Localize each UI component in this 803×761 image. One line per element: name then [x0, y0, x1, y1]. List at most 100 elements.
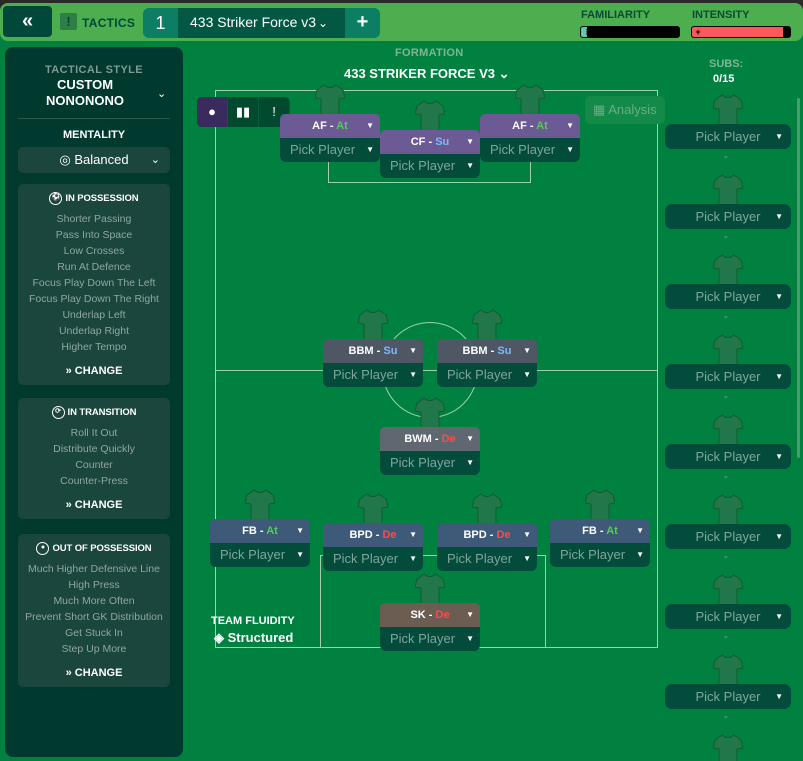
tactic-name-dropdown[interactable]: 433 Striker Force v3	[178, 8, 345, 38]
sub-shirt-icon	[712, 174, 744, 209]
role-selector[interactable]: CF - Su ▼	[380, 130, 480, 154]
sub-pick-player-dropdown[interactable]: Pick Player ▼	[665, 284, 791, 309]
change-button[interactable]: » CHANGE	[65, 499, 123, 511]
dropdown-arrow-icon: ▼	[409, 346, 417, 355]
pick-player-dropdown[interactable]: Pick Player ▼	[280, 138, 380, 162]
dropdown-arrow-icon: ▼	[775, 132, 783, 141]
double-chevron-right-icon: »	[65, 365, 75, 377]
sub-pick-player-dropdown[interactable]: Pick Player ▼	[665, 684, 791, 709]
sub-pick-player-dropdown[interactable]: Pick Player ▼	[665, 524, 791, 549]
role-selector[interactable]: BBM - Su ▼	[323, 339, 423, 363]
instruction-item: Get Stuck In	[65, 627, 123, 639]
position-card: BBM - Su ▼ Pick Player ▼	[323, 339, 423, 387]
intensity-label: INTENSITY	[692, 9, 750, 21]
position-card: AF - At ▼ Pick Player ▼	[480, 114, 580, 162]
back-button[interactable]: «	[3, 6, 52, 37]
instruction-item: Higher Tempo	[61, 341, 127, 353]
instruction-item: Focus Play Down The Right	[29, 293, 159, 305]
sub-pick-player-dropdown[interactable]: Pick Player ▼	[665, 444, 791, 469]
pick-player-dropdown[interactable]: Pick Player ▼	[550, 543, 650, 567]
instruction-item: Prevent Short GK Distribution	[25, 611, 163, 623]
scrollbar[interactable]	[797, 98, 800, 458]
section-title: TACTICS	[82, 16, 136, 30]
mentality-dropdown[interactable]: ◎ Balanced ⌄	[18, 147, 170, 173]
intensity-bar[interactable]: +	[691, 26, 791, 38]
dropdown-arrow-icon: ▼	[466, 458, 474, 467]
position-card: AF - At ▼ Pick Player ▼	[280, 114, 380, 162]
tactic-slot[interactable]: 1	[155, 13, 166, 33]
role-selector[interactable]: BPD - De ▼	[323, 523, 423, 547]
formation-dropdown[interactable]: 433 STRIKER FORCE V3 ⌄	[344, 66, 510, 82]
role-selector[interactable]: BBM - Su ▼	[437, 339, 537, 363]
dropdown-arrow-icon: ▼	[409, 370, 417, 379]
mentality-value: Balanced	[74, 152, 129, 167]
pick-player-dropdown[interactable]: Pick Player ▼	[480, 138, 580, 162]
change-button[interactable]: » CHANGE	[65, 667, 123, 679]
player-shirt-icon	[471, 309, 503, 344]
sub-pick-player-dropdown[interactable]: Pick Player ▼	[665, 364, 791, 389]
sub-empty-marker: -	[724, 151, 728, 163]
section-heading: ● OUT OF POSSESSION	[18, 542, 170, 555]
add-tactic-button[interactable]: +	[356, 11, 369, 33]
player-shirt-icon	[471, 493, 503, 528]
player-shirt-icon	[244, 489, 276, 524]
chevron-down-icon[interactable]: ⌄	[157, 88, 167, 100]
tactics-icon: !	[60, 13, 77, 30]
sub-empty-marker: -	[724, 391, 728, 403]
dropdown-arrow-icon: ▼	[775, 532, 783, 541]
player-shirt-icon	[514, 84, 546, 119]
tactics-view-button[interactable]: !	[259, 97, 290, 127]
role-selector[interactable]: BWM - De ▼	[380, 427, 480, 451]
stats-view-button[interactable]: ▮▮	[228, 97, 259, 127]
instruction-item: Underlap Left	[62, 309, 126, 321]
dropdown-arrow-icon: ▼	[466, 434, 474, 443]
dropdown-arrow-icon: ▼	[636, 550, 644, 559]
dropdown-arrow-icon: ▼	[523, 530, 531, 539]
sub-pick-player-dropdown[interactable]: Pick Player ▼	[665, 124, 791, 149]
pick-player-dropdown[interactable]: Pick Player ▼	[380, 154, 480, 178]
sub-pick-player-dropdown[interactable]: Pick Player ▼	[665, 204, 791, 229]
player-view-button[interactable]: ●	[197, 97, 228, 127]
pick-player-dropdown[interactable]: Pick Player ▼	[380, 627, 480, 651]
role-selector[interactable]: FB - At ▼	[550, 519, 650, 543]
change-button[interactable]: » CHANGE	[65, 365, 123, 377]
sub-pick-player-dropdown[interactable]: Pick Player ▼	[665, 604, 791, 629]
sub-shirt-icon	[712, 254, 744, 289]
position-card: BPD - De ▼ Pick Player ▼	[437, 523, 537, 571]
player-shirt-icon	[584, 489, 616, 524]
familiarity-label: FAMILIARITY	[581, 9, 651, 21]
familiarity-bar[interactable]: ⁝	[580, 26, 680, 38]
analysis-button[interactable]: ▦ Analysis	[585, 96, 665, 124]
dropdown-arrow-icon: ▼	[775, 452, 783, 461]
position-card: FB - At ▼ Pick Player ▼	[210, 519, 310, 567]
sub-shirt-icon	[712, 334, 744, 369]
sub-empty-marker: -	[724, 551, 728, 563]
player-shirt-icon	[314, 84, 346, 119]
tactic-selector[interactable]: 1 433 Striker Force v3 ⌄ +	[143, 8, 380, 38]
mentality-label: MENTALITY	[62, 129, 126, 141]
pick-player-dropdown[interactable]: Pick Player ▼	[323, 363, 423, 387]
pick-player-dropdown[interactable]: Pick Player ▼	[437, 363, 537, 387]
role-selector[interactable]: BPD - De ▼	[437, 523, 537, 547]
pick-player-dropdown[interactable]: Pick Player ▼	[210, 543, 310, 567]
role-selector[interactable]: AF - At ▼	[280, 114, 380, 138]
tactics-screen: « ! TACTICS 1 433 Striker Force v3 ⌄ + F…	[0, 3, 803, 761]
role-selector[interactable]: AF - At ▼	[480, 114, 580, 138]
role-selector[interactable]: FB - At ▼	[210, 519, 310, 543]
role-selector[interactable]: SK - De ▼	[380, 603, 480, 627]
section-icon: ⟳	[51, 406, 65, 419]
dropdown-arrow-icon: ▼	[775, 612, 783, 621]
dropdown-arrow-icon: ▼	[636, 526, 644, 535]
view-toggle: ● ▮▮ !	[197, 97, 290, 127]
pick-player-dropdown[interactable]: Pick Player ▼	[380, 451, 480, 475]
dropdown-arrow-icon: ▼	[296, 550, 304, 559]
pick-player-dropdown[interactable]: Pick Player ▼	[323, 547, 423, 571]
familiarity-icon: ⁝	[585, 27, 589, 37]
tactical-style-dropdown[interactable]: CUSTOM NONONONO	[46, 77, 124, 108]
tactical-sidebar: TACTICAL STYLE CUSTOM NONONONO ⌄ MENTALI…	[5, 47, 183, 757]
team-fluidity-value: ◈ Structured	[214, 630, 293, 646]
instruction-item: Roll It Out	[70, 427, 118, 439]
instruction-item: Counter-Press	[60, 475, 128, 487]
pick-player-dropdown[interactable]: Pick Player ▼	[437, 547, 537, 571]
formation-value: 433 STRIKER FORCE V3	[344, 66, 495, 81]
